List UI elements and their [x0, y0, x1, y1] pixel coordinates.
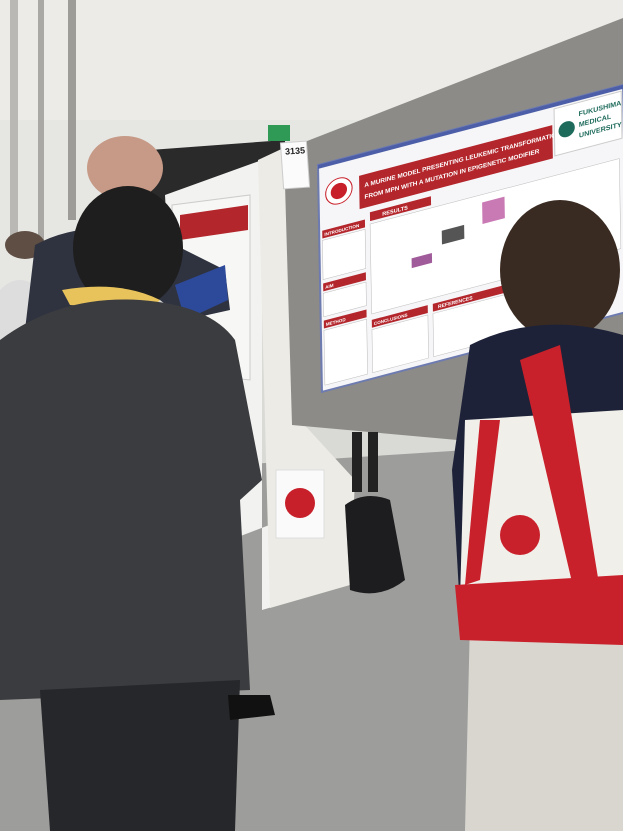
- section-header: [322, 219, 366, 239]
- title-bar: [359, 125, 553, 210]
- section-body: [323, 281, 367, 318]
- section-body: [322, 228, 367, 280]
- person-legs: [352, 432, 362, 492]
- society-logo: [285, 488, 315, 518]
- hair: [73, 186, 183, 310]
- figure: [411, 252, 433, 269]
- pillar: [68, 0, 76, 220]
- hair: [500, 200, 620, 340]
- poster-logo-mark: [330, 182, 348, 200]
- booth-number: 3135: [285, 145, 306, 156]
- section-title: METHOD: [326, 317, 347, 327]
- booth-card: [279, 140, 311, 190]
- skirt: [465, 610, 623, 831]
- pillar: [10, 0, 18, 240]
- figure: [441, 224, 465, 245]
- exit-sign: [268, 125, 290, 141]
- backpack: [345, 496, 405, 594]
- institution-logo: [558, 121, 575, 138]
- suit: [0, 299, 262, 700]
- left-poster-header: [180, 205, 248, 240]
- sleeve: [175, 265, 228, 320]
- section-header: [371, 305, 428, 328]
- section-body: [371, 314, 429, 373]
- tote-strap: [520, 345, 600, 595]
- tote-strap: [465, 420, 500, 585]
- section-title: AIM: [325, 283, 334, 290]
- head: [87, 136, 163, 200]
- institution-box: [553, 90, 623, 157]
- pillar: [38, 0, 44, 240]
- person-legs: [368, 432, 378, 492]
- section-header: [432, 279, 525, 312]
- section-header: [369, 196, 432, 222]
- poster-border: [318, 84, 623, 169]
- section-header: [323, 309, 367, 329]
- tote-logo: [500, 515, 540, 555]
- trousers: [40, 680, 240, 831]
- figure: [482, 196, 505, 224]
- results-figures: [369, 158, 622, 315]
- section-body: [323, 318, 368, 386]
- shoe: [228, 695, 275, 720]
- section-header: [323, 272, 366, 292]
